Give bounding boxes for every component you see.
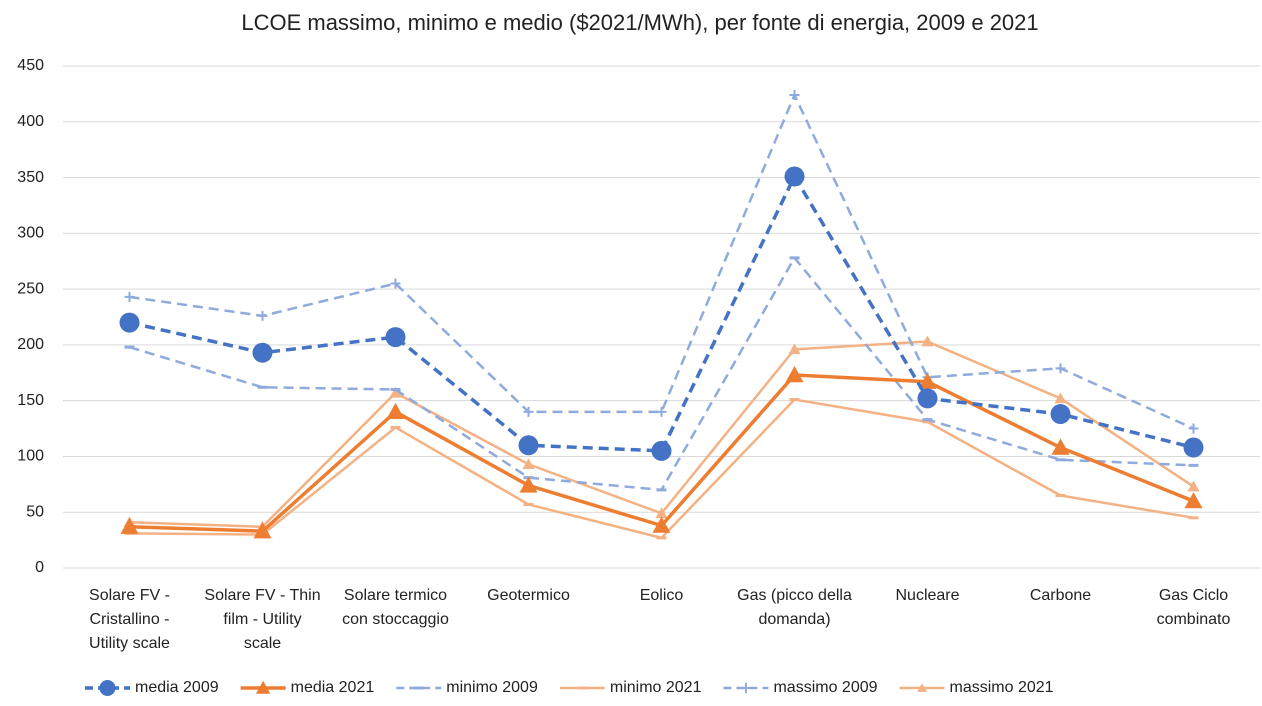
point bbox=[921, 335, 934, 347]
point bbox=[784, 166, 805, 187]
y-tick-label: 300 bbox=[17, 225, 44, 242]
point bbox=[252, 342, 273, 363]
x-tick-label: Geotermico bbox=[487, 587, 570, 604]
y-tick-label: 450 bbox=[17, 57, 44, 74]
point bbox=[253, 522, 272, 539]
point bbox=[1184, 492, 1203, 509]
point bbox=[385, 327, 406, 348]
point bbox=[1188, 423, 1199, 434]
x-tick-label: Solare FV - Thin film - Utility scale bbox=[204, 587, 320, 652]
point bbox=[518, 435, 539, 456]
point bbox=[652, 516, 671, 533]
y-tick-label: 350 bbox=[17, 169, 44, 186]
point bbox=[651, 440, 672, 461]
legend-marker bbox=[99, 680, 116, 696]
point bbox=[523, 406, 534, 417]
point bbox=[785, 366, 804, 383]
point bbox=[1055, 363, 1066, 374]
point bbox=[120, 517, 139, 534]
legend-item: minimo 2009 bbox=[396, 679, 538, 696]
x-tick-label: Gas Ciclo combinato bbox=[1157, 587, 1231, 628]
legend-item: massimo 2009 bbox=[723, 679, 878, 696]
x-tick-label: Carbone bbox=[1030, 587, 1091, 604]
point bbox=[119, 312, 140, 333]
x-tick-label: Nucleare bbox=[895, 587, 959, 604]
point bbox=[1050, 404, 1071, 425]
chart-title: LCOE massimo, minimo e medio ($2021/MWh)… bbox=[241, 10, 1038, 35]
legend-label: media 2021 bbox=[291, 679, 375, 696]
point bbox=[519, 476, 538, 493]
legend-item: media 2021 bbox=[240, 679, 375, 696]
series bbox=[124, 256, 1199, 492]
legend-label: massimo 2009 bbox=[773, 679, 877, 696]
legend-label: minimo 2021 bbox=[610, 679, 702, 696]
point bbox=[655, 507, 668, 519]
y-tick-label: 150 bbox=[17, 392, 44, 409]
point bbox=[390, 278, 401, 289]
y-tick-label: 250 bbox=[17, 280, 44, 297]
y-tick-label: 0 bbox=[35, 559, 44, 576]
legend-marker bbox=[740, 683, 751, 693]
x-tick-label: Solare FV -Cristallino -Utility scale bbox=[89, 587, 170, 652]
point bbox=[389, 386, 402, 398]
legend-item: minimo 2021 bbox=[559, 679, 702, 696]
point bbox=[1183, 437, 1204, 458]
x-tick-label: Eolico bbox=[640, 587, 684, 604]
legend-marker bbox=[255, 680, 271, 694]
legend-item: massimo 2021 bbox=[899, 679, 1054, 696]
point bbox=[918, 372, 937, 389]
series bbox=[119, 166, 1204, 461]
point bbox=[386, 402, 405, 420]
y-tick-label: 200 bbox=[17, 336, 44, 353]
series bbox=[123, 335, 1200, 532]
y-tick-label: 400 bbox=[17, 113, 44, 130]
series bbox=[124, 90, 1199, 434]
point bbox=[788, 343, 801, 355]
point bbox=[124, 291, 135, 302]
y-tick-label: 50 bbox=[26, 503, 44, 520]
point bbox=[522, 458, 535, 470]
legend-label: media 2009 bbox=[135, 679, 219, 696]
point bbox=[656, 406, 667, 417]
x-tick-label: Solare termico con stoccaggio bbox=[342, 587, 449, 628]
series bbox=[120, 366, 1203, 539]
x-tick-label: Gas (picco della domanda) bbox=[737, 587, 852, 628]
y-tick-label: 100 bbox=[17, 448, 44, 465]
point bbox=[1051, 438, 1070, 455]
legend-marker bbox=[917, 683, 927, 692]
line bbox=[129, 93, 1195, 430]
point bbox=[917, 388, 938, 409]
point bbox=[1054, 392, 1067, 404]
legend-label: massimo 2021 bbox=[950, 679, 1054, 696]
line bbox=[129, 174, 1194, 453]
point bbox=[1187, 480, 1200, 492]
legend-item: media 2009 bbox=[85, 679, 219, 696]
point bbox=[789, 90, 800, 101]
legend-label: minimo 2009 bbox=[446, 679, 538, 696]
point bbox=[257, 310, 268, 321]
